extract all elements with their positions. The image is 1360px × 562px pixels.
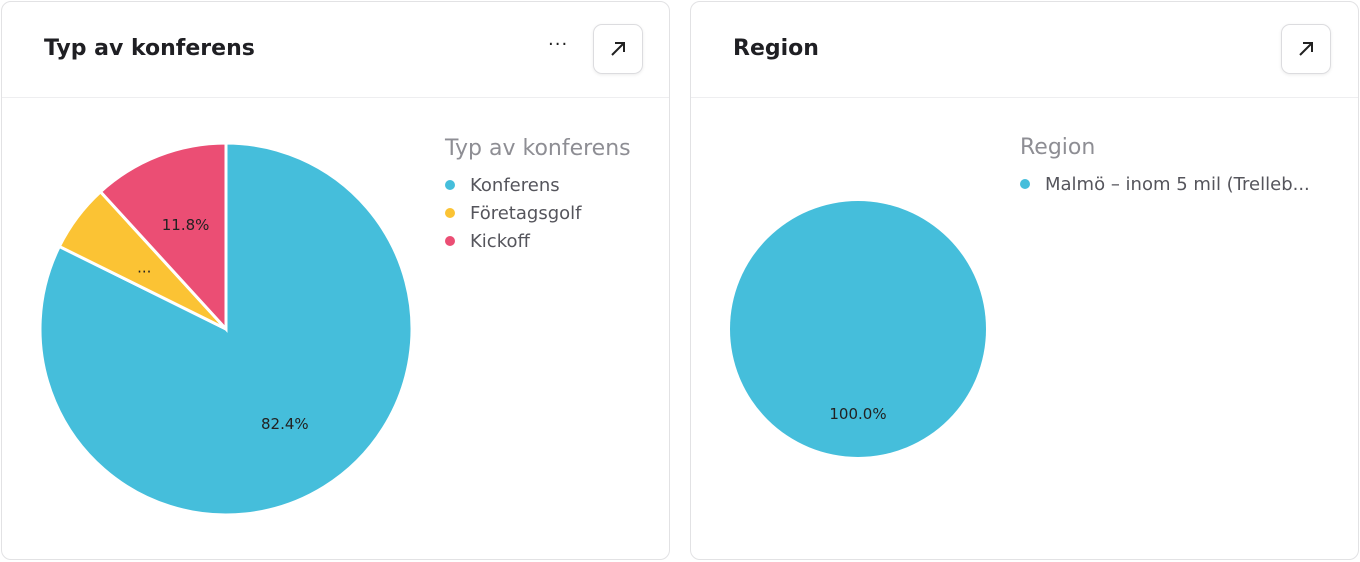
- legend-item[interactable]: Företagsgolf: [445, 199, 631, 227]
- pie-chart: 100.0%: [730, 201, 986, 457]
- more-horizontal-icon[interactable]: ···: [548, 34, 569, 55]
- legend-title: Typ av konferens: [445, 136, 631, 161]
- expand-button[interactable]: [593, 24, 643, 74]
- legend-item[interactable]: Malmö – inom 5 mil (Trelleb...: [1020, 170, 1310, 198]
- expand-button[interactable]: [1281, 24, 1331, 74]
- pie-slice-0[interactable]: [730, 201, 986, 457]
- legend: Typ av konferens Konferens Företagsgolf Kic…: [445, 136, 631, 255]
- legend-item[interactable]: Konferens: [445, 171, 631, 199]
- slice-label: 82.4%: [261, 415, 309, 433]
- legend-label: Malmö – inom 5 mil (Trelleb...: [1045, 173, 1310, 195]
- legend-label: Konferens: [470, 174, 560, 196]
- pie-slice-2[interactable]: [98, 141, 228, 333]
- legend-dot-icon: [445, 180, 455, 190]
- legend-title: Region: [1020, 135, 1096, 160]
- legend-label: Företagsgolf: [470, 202, 582, 224]
- chart-card-region: Region 100.0% Region Malmö – inom 5 mil (…: [690, 1, 1359, 560]
- card-header: Region: [691, 2, 1358, 98]
- arrow-up-right-icon: [1299, 42, 1313, 56]
- chart-card-typ-av-konferens: Typ av konferens ··· 82.4%... 11.8% Typ a…: [1, 1, 670, 560]
- arrow-up-right-icon: [611, 42, 625, 56]
- card-title: Typ av konferens: [44, 36, 255, 61]
- slice-label: 100.0%: [829, 405, 886, 423]
- legend: Region Malmö – inom 5 mil (Trelleb...: [1020, 135, 1310, 198]
- pie-chart: 82.4%... 11.8%: [38, 141, 414, 517]
- legend-dot-icon: [445, 236, 455, 246]
- card-header: Typ av konferens ···: [2, 2, 669, 98]
- legend-label: Kickoff: [470, 230, 530, 252]
- legend-item[interactable]: Kickoff: [445, 227, 631, 255]
- card-title: Region: [733, 36, 819, 61]
- slice-label: 11.8%: [162, 216, 210, 234]
- legend-dot-icon: [1020, 179, 1030, 189]
- slice-label: ...: [137, 259, 151, 277]
- legend-dot-icon: [445, 208, 455, 218]
